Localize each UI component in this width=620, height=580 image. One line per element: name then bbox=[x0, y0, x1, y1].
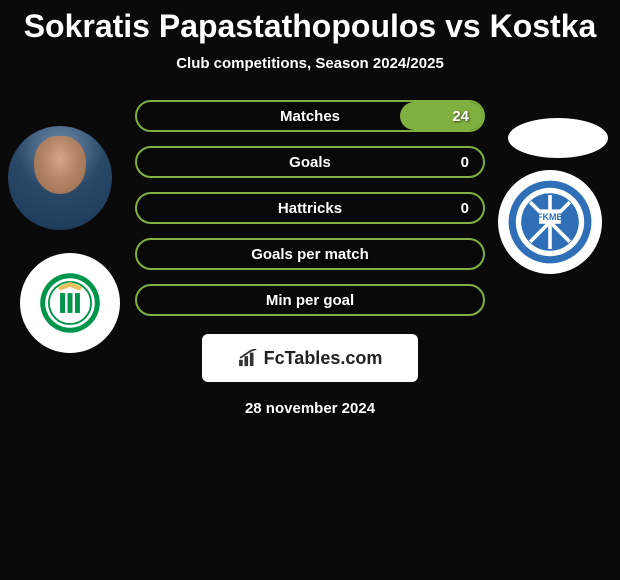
stat-value-right: 0 bbox=[461, 200, 469, 217]
stat-label: Hattricks bbox=[278, 200, 342, 217]
page-subtitle: Club competitions, Season 2024/2025 bbox=[0, 55, 620, 100]
stat-row-matches: Matches 24 bbox=[135, 100, 485, 132]
brand-attribution: FcTables.com bbox=[202, 334, 418, 382]
generated-date: 28 november 2024 bbox=[0, 400, 620, 417]
stat-label: Goals per match bbox=[251, 246, 369, 263]
stat-label: Min per goal bbox=[266, 292, 354, 309]
player-left-avatar bbox=[8, 126, 112, 230]
stats-container: Matches 24 Goals 0 Hattricks 0 Goals per… bbox=[135, 100, 485, 316]
stat-row-min-per-goal: Min per goal bbox=[135, 284, 485, 316]
player-right-avatar bbox=[508, 118, 608, 158]
player-left-club-badge bbox=[20, 253, 120, 353]
stat-value-right: 24 bbox=[452, 108, 469, 125]
stat-label: Matches bbox=[280, 108, 340, 125]
page-title: Sokratis Papastathopoulos vs Kostka bbox=[0, 0, 620, 55]
svg-text:FKMB: FKMB bbox=[537, 212, 563, 222]
brand-text: FcTables.com bbox=[264, 348, 383, 369]
player-right-club-badge: FKMB bbox=[498, 170, 602, 274]
chart-icon bbox=[238, 349, 260, 367]
stat-label: Goals bbox=[289, 154, 331, 171]
stat-value-right: 0 bbox=[461, 154, 469, 171]
stat-row-hattricks: Hattricks 0 bbox=[135, 192, 485, 224]
stat-row-goals: Goals 0 bbox=[135, 146, 485, 178]
mlada-boleslav-crest-icon: FKMB bbox=[505, 177, 595, 267]
betis-crest-icon bbox=[39, 272, 101, 334]
stat-row-goals-per-match: Goals per match bbox=[135, 238, 485, 270]
